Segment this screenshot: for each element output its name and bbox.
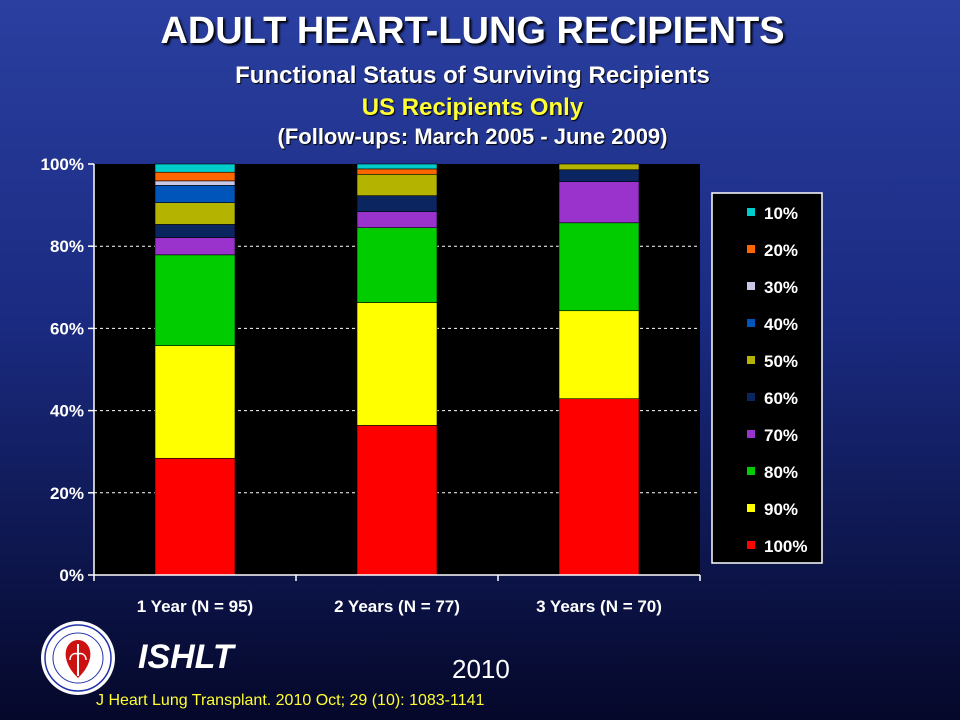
bar-segment	[356, 168, 438, 175]
y-tick-label: 100%	[41, 155, 84, 174]
report-year: 2010	[452, 654, 510, 684]
bar-segment	[154, 163, 236, 173]
legend-swatch	[747, 319, 755, 327]
legend-swatch	[747, 430, 755, 438]
legend-box	[711, 192, 823, 564]
bar-segment	[154, 457, 236, 576]
legend-label: 60%	[764, 389, 798, 408]
chart-subtitle-followups: (Follow-ups: March 2005 - June 2009)	[277, 124, 668, 149]
legend-swatch	[747, 356, 755, 364]
legend-label: 40%	[764, 315, 798, 334]
bar-segment	[356, 302, 438, 426]
legend-label: 50%	[764, 352, 798, 371]
legend-label: 10%	[764, 204, 798, 223]
legend: 10% 20% 30% 40% 50% 60% 70% 80% 90% 100%	[711, 192, 823, 564]
bar-segment	[356, 227, 438, 303]
legend-label: 30%	[764, 278, 798, 297]
legend-swatch	[747, 467, 755, 475]
chart-subtitle-us: US Recipients Only	[361, 94, 584, 121]
x-category-label: 3 Years (N = 70)	[536, 597, 662, 616]
bar-segment	[558, 163, 640, 171]
bar-segment	[154, 180, 236, 186]
bar-segment	[356, 425, 438, 576]
legend-swatch	[747, 282, 755, 290]
legend-swatch	[747, 393, 755, 401]
org-label: ISHLT	[138, 638, 234, 676]
bar-segment	[356, 173, 438, 196]
bar-segment	[154, 237, 236, 256]
y-tick-label: 80%	[50, 237, 84, 256]
citation: J Heart Lung Transplant. 2010 Oct; 29 (1…	[96, 692, 485, 709]
bars	[154, 163, 640, 576]
y-tick-label: 40%	[50, 402, 84, 421]
bar-segment	[154, 171, 236, 182]
bar-segment	[356, 211, 438, 229]
legend-label: 100%	[764, 537, 807, 556]
x-category-label: 1 Year (N = 95)	[137, 597, 253, 616]
legend-swatch	[747, 504, 755, 512]
bar-segment	[154, 224, 236, 238]
bar-segment	[154, 185, 236, 203]
legend-label: 70%	[764, 426, 798, 445]
bar-segment	[558, 169, 640, 182]
bar-segment	[154, 202, 236, 225]
bar-segment	[356, 195, 438, 212]
legend-swatch	[747, 541, 755, 549]
legend-label: 20%	[764, 241, 798, 260]
chart-title: ADULT HEART-LUNG RECIPIENTS	[160, 10, 785, 52]
bar-segment	[558, 222, 640, 312]
bar-segment	[154, 345, 236, 459]
bar-segment	[558, 310, 640, 399]
bar-segment	[558, 181, 640, 224]
legend-label: 90%	[764, 500, 798, 519]
axes: 0% 20% 40% 60% 80% 100% 1 Year (N = 95) 2 Years…	[41, 155, 701, 616]
legend-label: 80%	[764, 463, 798, 482]
y-tick-label: 60%	[50, 319, 84, 338]
bar-segment	[356, 163, 438, 170]
x-category-label: 2 Years (N = 77)	[334, 597, 460, 616]
chart-subtitle: Functional Status of Surviving Recipient…	[235, 62, 710, 89]
legend-swatch	[747, 208, 755, 216]
legend-swatch	[747, 245, 755, 253]
ishlt-logo-icon	[41, 621, 115, 695]
y-tick-label: 0%	[59, 566, 84, 585]
bar-segment	[154, 254, 236, 346]
y-tick-label: 20%	[50, 484, 84, 503]
bar-segment	[558, 398, 640, 576]
